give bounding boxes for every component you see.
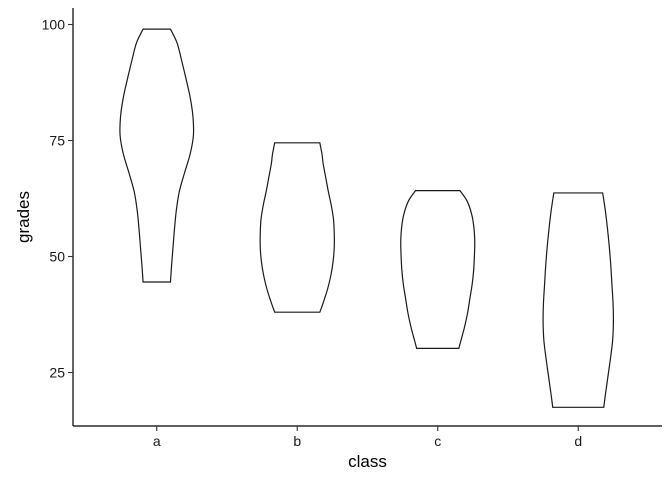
violin-d [542,192,615,408]
y-tick-label: 50 [49,249,65,265]
x-ticks-layer: a b c d [153,426,582,449]
x-tick-label: a [153,433,161,449]
x-axis-title: class [348,452,387,471]
y-ticks-layer: 25 50 75 100 [42,17,73,381]
violins-layer [119,28,615,408]
y-axis-title: grades [14,191,33,243]
y-tick-label: 100 [42,17,66,33]
violin-c [400,190,476,349]
violin-a [119,28,195,283]
x-tick-label: c [434,433,441,449]
violin-b [259,142,335,313]
y-tick-label: 25 [49,365,65,381]
x-tick-label: b [293,433,301,449]
x-tick-label: d [574,433,582,449]
y-tick-label: 75 [49,133,65,149]
